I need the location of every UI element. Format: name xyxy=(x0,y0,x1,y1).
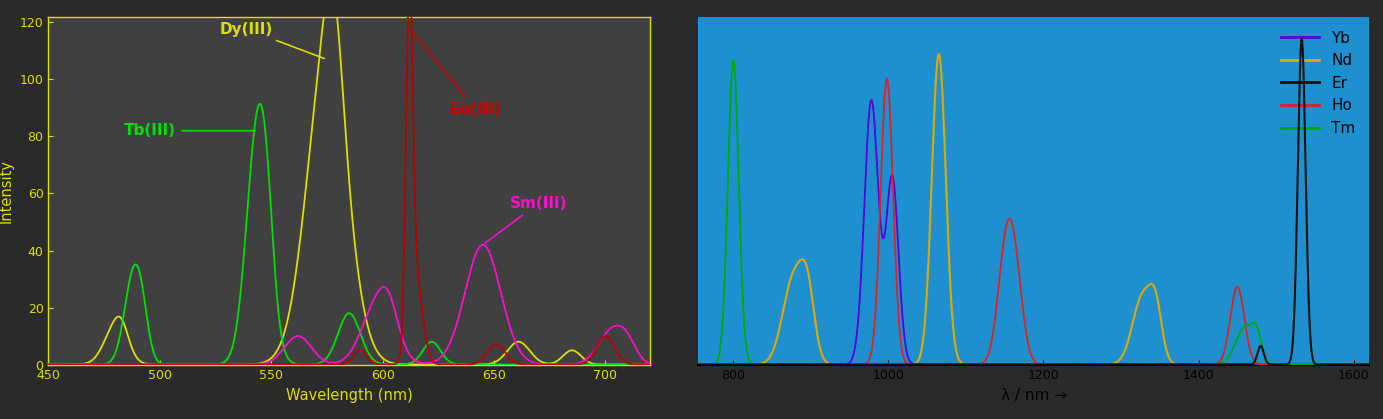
X-axis label: λ / nm →: λ / nm → xyxy=(1001,388,1066,403)
Legend: Yb, Nd, Er, Ho, Tm: Yb, Nd, Er, Ho, Tm xyxy=(1275,24,1361,142)
Text: Eu(III): Eu(III) xyxy=(411,30,502,116)
Text: Sm(III): Sm(III) xyxy=(485,196,567,243)
Y-axis label: Intensity: Intensity xyxy=(0,159,14,222)
Text: Tb(III): Tb(III) xyxy=(124,123,254,138)
Text: Dy(III): Dy(III) xyxy=(220,22,325,59)
X-axis label: Wavelength (nm): Wavelength (nm) xyxy=(286,388,412,403)
